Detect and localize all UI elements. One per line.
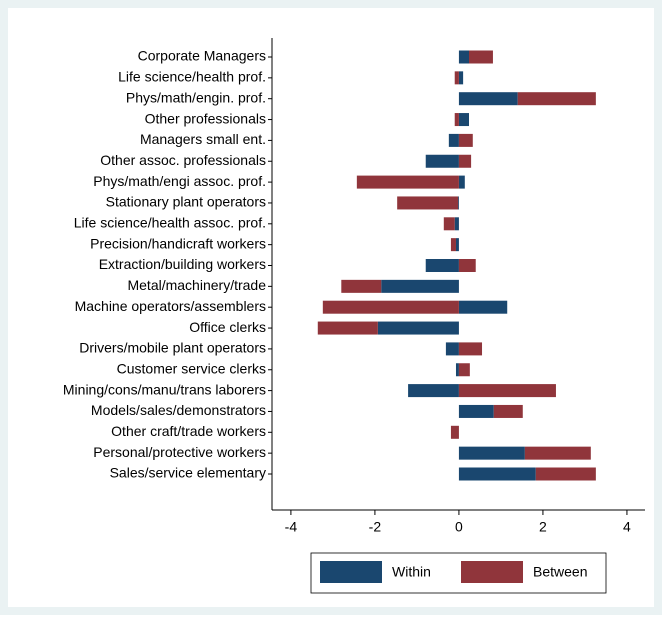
y-tick-label: Extraction/building workers — [99, 256, 266, 272]
bar — [458, 154, 472, 168]
bar — [317, 321, 378, 335]
y-tick-label: Corporate Managers — [138, 48, 266, 64]
y-tick-label: Sales/service elementary — [110, 465, 266, 481]
y-tick-label: Phys/math/engi assoc. prof. — [93, 173, 266, 189]
bar — [454, 217, 459, 231]
bar — [356, 175, 459, 189]
bar — [458, 92, 518, 106]
y-tick-label: Phys/math/engin. prof. — [126, 89, 266, 105]
legend-label: Between — [533, 564, 587, 580]
bar — [425, 154, 459, 168]
y-tick-label: Models/sales/demonstrators — [91, 402, 266, 418]
bar — [458, 113, 470, 127]
bar — [448, 133, 459, 147]
bar — [535, 467, 596, 481]
bar — [458, 363, 470, 377]
y-tick-label: Managers small ent. — [140, 131, 266, 147]
x-tick-label: 4 — [623, 519, 631, 535]
y-tick-label: Personal/protective workers — [93, 444, 266, 460]
bar — [458, 300, 508, 314]
bar — [469, 50, 493, 64]
y-tick-label: Drivers/mobile plant operators — [79, 340, 266, 356]
bar — [455, 363, 459, 377]
bar — [458, 259, 476, 272]
y-tick-label: Other professionals — [145, 110, 266, 126]
bar — [458, 446, 525, 460]
y-tick-label: Metal/machinery/trade — [127, 277, 266, 293]
bar — [377, 321, 459, 335]
bar — [455, 238, 459, 252]
bar — [458, 133, 473, 147]
bar — [458, 196, 459, 210]
bar — [425, 259, 459, 272]
bar — [524, 446, 591, 460]
legend-swatch — [320, 561, 382, 583]
bar — [381, 279, 459, 293]
y-tick-label: Life science/health prof. — [118, 69, 266, 85]
bar — [458, 342, 483, 356]
bar — [408, 384, 459, 398]
y-tick-label: Life science/health assoc. prof. — [74, 215, 266, 231]
bar — [458, 404, 494, 418]
legend-label: Within — [392, 564, 431, 580]
y-tick-label: Machine operators/assemblers — [75, 298, 266, 314]
bar — [450, 425, 459, 439]
bar — [458, 467, 536, 481]
bar — [458, 71, 464, 85]
bar — [517, 92, 596, 106]
bar — [397, 196, 459, 210]
y-tick-label: Other craft/trade workers — [111, 423, 266, 439]
bar — [450, 238, 456, 252]
x-tick-label: 0 — [455, 519, 463, 535]
bar — [454, 113, 459, 127]
y-tick-label: Office clerks — [189, 319, 266, 335]
bar — [458, 175, 465, 189]
y-tick-label: Precision/handicraft workers — [90, 235, 266, 251]
y-tick-label: Customer service clerks — [117, 360, 266, 376]
legend-swatch — [461, 561, 523, 583]
bar — [341, 279, 382, 293]
y-tick-label: Stationary plant operators — [106, 194, 266, 210]
bar — [322, 300, 459, 314]
bar — [458, 384, 556, 398]
bar — [454, 71, 459, 85]
x-tick-label: -4 — [285, 519, 298, 535]
bar — [493, 404, 523, 418]
y-tick-label: Other assoc. professionals — [100, 152, 266, 168]
x-tick-label: 2 — [539, 519, 547, 535]
bar — [443, 217, 455, 231]
x-tick-label: -2 — [369, 519, 382, 535]
bar — [458, 50, 470, 64]
y-tick-label: Mining/cons/manu/trans laborers — [63, 381, 266, 397]
bar — [445, 342, 459, 356]
